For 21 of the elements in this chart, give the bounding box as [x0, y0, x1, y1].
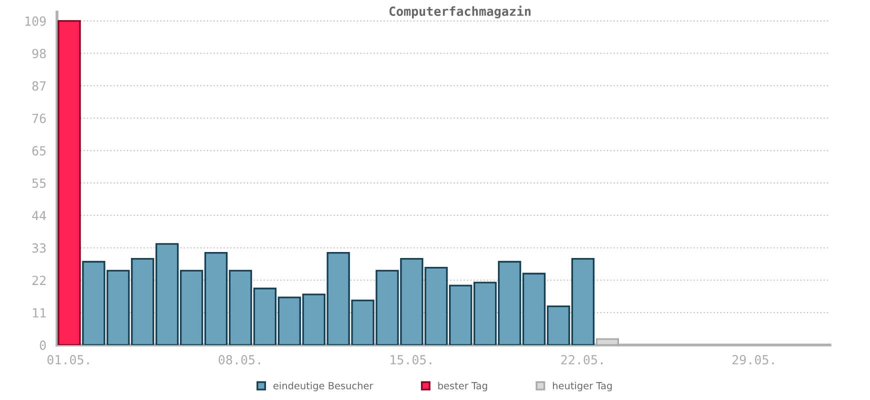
legend-label: heutiger Tag — [552, 382, 612, 392]
y-tick-label: 22 — [32, 276, 46, 285]
y-tick-label: 76 — [32, 114, 46, 124]
y-tick-label: 11 — [33, 308, 46, 318]
y-tick-label: 33 — [32, 243, 46, 253]
y-tick-label: 65 — [32, 146, 46, 156]
y-tick-label: 55 — [32, 178, 46, 188]
x-tick-label: 01.05. — [47, 355, 89, 364]
y-tick-label: 0 — [40, 340, 46, 350]
y-tick-label: 44 — [32, 211, 46, 220]
y-tick-label: 98 — [32, 48, 46, 58]
chart-title: Computerfachmagazin — [389, 6, 531, 18]
x-tick-label: 15.05. — [390, 355, 432, 364]
x-tick-label: 22.05. — [561, 355, 603, 364]
legend-label: bester Tag — [438, 382, 488, 392]
x-tick-label: 08.05. — [218, 355, 260, 364]
y-tick-label: 109 — [26, 16, 46, 26]
bar — [58, 20, 81, 345]
x-tick-label: 29.05. — [732, 355, 774, 364]
y-tick-label: 87 — [32, 81, 46, 91]
legend-label: eindeutige Besucher — [273, 382, 374, 392]
